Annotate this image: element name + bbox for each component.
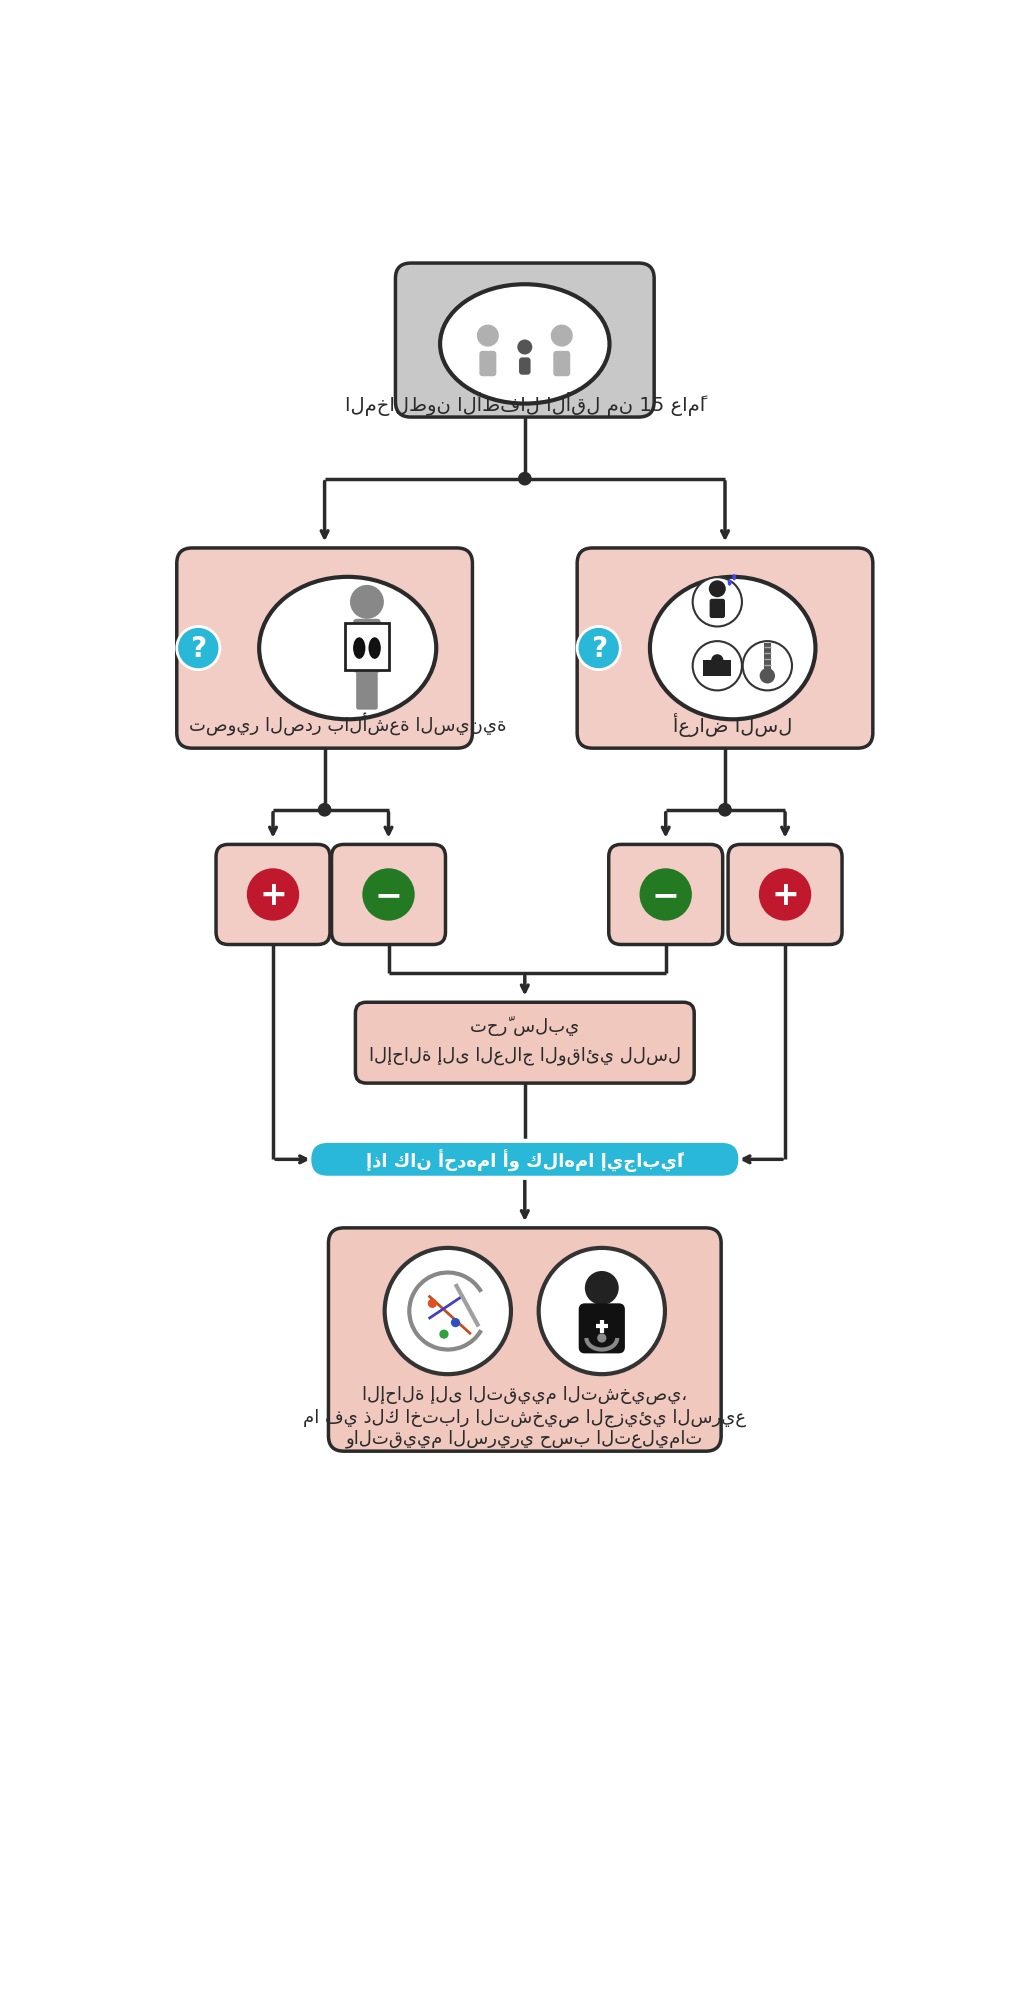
Ellipse shape [369, 638, 381, 660]
Text: الإحالة إلى العلاج الوقائي للسل: الإحالة إلى العلاج الوقائي للسل [369, 1046, 681, 1064]
FancyBboxPatch shape [497, 343, 516, 371]
Text: والتقييم السريري حسب التعليمات: والتقييم السريري حسب التعليمات [346, 1429, 703, 1447]
Text: −: − [375, 879, 402, 911]
Text: تصوير الصدر بالأشعة السينية: تصوير الصدر بالأشعة السينية [189, 712, 507, 737]
FancyBboxPatch shape [216, 845, 330, 945]
Circle shape [350, 586, 384, 620]
Ellipse shape [732, 574, 736, 580]
Bar [703, 660, 731, 676]
Circle shape [517, 341, 532, 355]
Circle shape [439, 1331, 449, 1339]
Circle shape [692, 642, 742, 690]
FancyBboxPatch shape [332, 845, 445, 945]
Circle shape [759, 869, 811, 921]
Circle shape [597, 1335, 606, 1343]
FancyBboxPatch shape [395, 265, 654, 417]
Circle shape [585, 1270, 618, 1305]
Text: إذا كان أحدهما أو كلاهما إيجابيًا: إذا كان أحدهما أو كلاهما إيجابيًا [367, 1148, 683, 1172]
FancyBboxPatch shape [519, 357, 530, 375]
FancyBboxPatch shape [728, 845, 842, 945]
Circle shape [477, 325, 499, 347]
Text: ?: ? [190, 634, 207, 662]
Ellipse shape [259, 578, 436, 721]
FancyBboxPatch shape [309, 1142, 740, 1178]
Circle shape [551, 325, 572, 347]
Circle shape [385, 1248, 511, 1375]
FancyBboxPatch shape [608, 845, 723, 945]
FancyBboxPatch shape [578, 548, 872, 749]
Ellipse shape [650, 578, 815, 721]
Text: المخالطون الأطفال الأقل من 15 عامًا: المخالطون الأطفال الأقل من 15 عامًا [345, 391, 705, 415]
Circle shape [428, 1299, 437, 1309]
Circle shape [742, 642, 792, 690]
Circle shape [530, 313, 556, 337]
Text: +: + [259, 879, 287, 911]
FancyBboxPatch shape [553, 351, 570, 377]
Circle shape [362, 869, 415, 921]
Circle shape [318, 805, 331, 817]
Circle shape [247, 869, 299, 921]
Circle shape [578, 626, 621, 670]
FancyBboxPatch shape [353, 620, 381, 674]
Text: أعراض السل: أعراض السل [673, 712, 793, 737]
FancyBboxPatch shape [710, 600, 725, 618]
Ellipse shape [353, 638, 366, 660]
Bar [345, 624, 388, 670]
Circle shape [539, 1248, 665, 1375]
Circle shape [692, 578, 742, 626]
Circle shape [518, 474, 531, 486]
Text: الإحالة إلى التقييم التشخيصي،: الإحالة إلى التقييم التشخيصي، [362, 1385, 687, 1403]
Circle shape [177, 626, 220, 670]
Circle shape [711, 654, 724, 666]
Circle shape [451, 1319, 460, 1327]
Circle shape [760, 668, 775, 684]
FancyBboxPatch shape [356, 672, 378, 710]
FancyBboxPatch shape [479, 351, 497, 377]
FancyBboxPatch shape [177, 548, 472, 749]
Text: تحرّ سلبي: تحرّ سلبي [470, 1016, 580, 1036]
Text: +: + [771, 879, 799, 911]
Text: ?: ? [591, 634, 607, 662]
Circle shape [709, 580, 726, 598]
Bar [764, 644, 771, 674]
FancyBboxPatch shape [329, 1228, 721, 1451]
Text: ما في ذلك اختبار التشخيص الجزيئي السريع: ما في ذلك اختبار التشخيص الجزيئي السريع [303, 1407, 746, 1427]
Circle shape [719, 805, 731, 817]
FancyBboxPatch shape [579, 1305, 625, 1353]
FancyBboxPatch shape [355, 1004, 694, 1084]
Circle shape [640, 869, 692, 921]
Ellipse shape [440, 285, 609, 403]
FancyBboxPatch shape [534, 343, 553, 371]
Circle shape [494, 313, 519, 337]
Text: −: − [651, 879, 680, 911]
Ellipse shape [728, 580, 731, 586]
